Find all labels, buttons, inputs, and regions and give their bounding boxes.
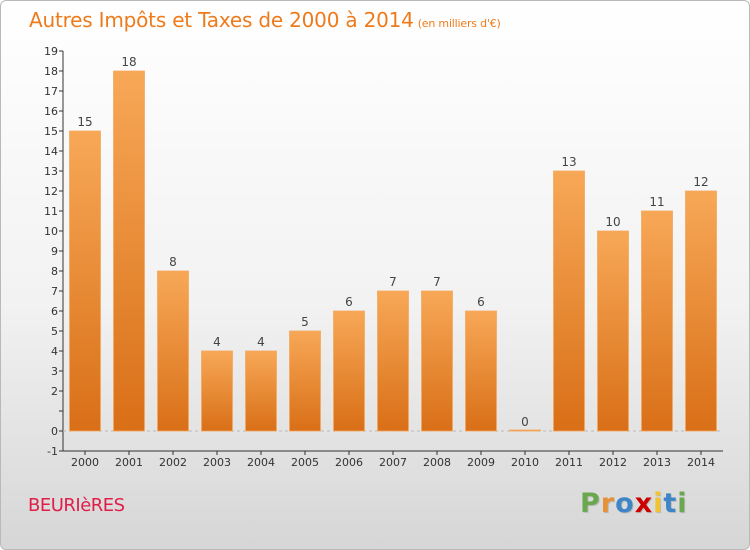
bar-value-label: 7 <box>389 275 397 289</box>
x-tick-label: 2011 <box>555 456 583 469</box>
bar <box>289 330 321 432</box>
x-tick-label: 2010 <box>511 456 539 469</box>
x-tick-label: 2012 <box>599 456 627 469</box>
bar-value-label: 12 <box>693 175 708 189</box>
logo-letter: o <box>615 488 635 519</box>
bar-value-label: 11 <box>649 195 664 209</box>
bar-value-label: 7 <box>433 275 441 289</box>
y-tick-label: 3 <box>51 365 58 378</box>
logo-letter: i <box>653 488 664 519</box>
y-tick-label: -1 <box>47 445 58 458</box>
y-tick-label: 0 <box>51 425 58 438</box>
y-tick-label: 2 <box>51 385 58 398</box>
x-tick-label: 2008 <box>423 456 451 469</box>
bar-value-label: 10 <box>605 215 620 229</box>
y-tick-label: 15 <box>44 125 58 138</box>
bar-value-label: 15 <box>77 115 92 129</box>
x-tick-label: 2003 <box>203 456 231 469</box>
y-tick-label: 19 <box>44 45 58 58</box>
bar <box>245 350 277 432</box>
x-tick-label: 2007 <box>379 456 407 469</box>
proxiti-logo: Proxiti <box>580 488 688 519</box>
y-tick-label: 13 <box>44 165 58 178</box>
bar <box>113 70 145 432</box>
y-tick-label: 11 <box>44 205 58 218</box>
bar <box>509 429 541 432</box>
y-tick-label: 16 <box>44 105 58 118</box>
y-tick-label: 5 <box>51 325 58 338</box>
bar <box>597 230 629 432</box>
y-tick-label: 6 <box>51 305 58 318</box>
y-tick-label: 10 <box>44 225 58 238</box>
bar <box>333 310 365 432</box>
bar <box>465 310 497 432</box>
y-tick-label: 8 <box>51 265 58 278</box>
bar <box>201 350 233 432</box>
y-tick-label: 17 <box>44 85 58 98</box>
bar-value-label: 6 <box>477 295 485 309</box>
logo-letter: t <box>663 488 678 519</box>
logo-letter: i <box>677 488 688 519</box>
y-tick-label: 14 <box>44 145 58 158</box>
bar <box>421 290 453 432</box>
bar <box>69 130 101 432</box>
y-tick-label: 7 <box>51 285 58 298</box>
bar <box>377 290 409 432</box>
bar <box>685 190 717 432</box>
y-tick-label: 18 <box>44 65 58 78</box>
bar-value-label: 8 <box>169 255 177 269</box>
x-tick-label: 2000 <box>71 456 99 469</box>
bar-value-label: 4 <box>213 335 221 349</box>
logo-letter: x <box>634 488 654 519</box>
chart-unit: (en milliers d'€) <box>417 17 501 30</box>
bar-value-label: 0 <box>521 415 529 429</box>
bar-value-label: 4 <box>257 335 265 349</box>
logo-letter: r <box>600 488 616 519</box>
y-tick-label: 4 <box>51 345 58 358</box>
bar-value-label: 5 <box>301 315 309 329</box>
x-tick-label: 2013 <box>643 456 671 469</box>
location-name: BEURIèRES <box>28 495 125 516</box>
x-tick-label: 2002 <box>159 456 187 469</box>
bar <box>641 210 673 432</box>
bar-value-label: 18 <box>121 55 136 69</box>
bar-value-label: 6 <box>345 295 353 309</box>
x-tick-label: 2009 <box>467 456 495 469</box>
x-tick-label: 2001 <box>115 456 143 469</box>
y-tick-label: 9 <box>51 245 58 258</box>
x-tick-label: 2014 <box>687 456 715 469</box>
chart-title: Autres Impôts et Taxes de 2000 à 2014 (en… <box>29 8 501 32</box>
bar <box>553 170 585 432</box>
x-tick-label: 2004 <box>247 456 275 469</box>
chart-title-text: Autres Impôts et Taxes de 2000 à 2014 <box>29 8 414 32</box>
y-tick-label: 12 <box>44 185 58 198</box>
logo-letter: P <box>580 488 601 519</box>
bar <box>157 270 189 432</box>
x-tick-label: 2006 <box>335 456 363 469</box>
bar-value-label: 13 <box>561 155 576 169</box>
x-tick-label: 2005 <box>291 456 319 469</box>
